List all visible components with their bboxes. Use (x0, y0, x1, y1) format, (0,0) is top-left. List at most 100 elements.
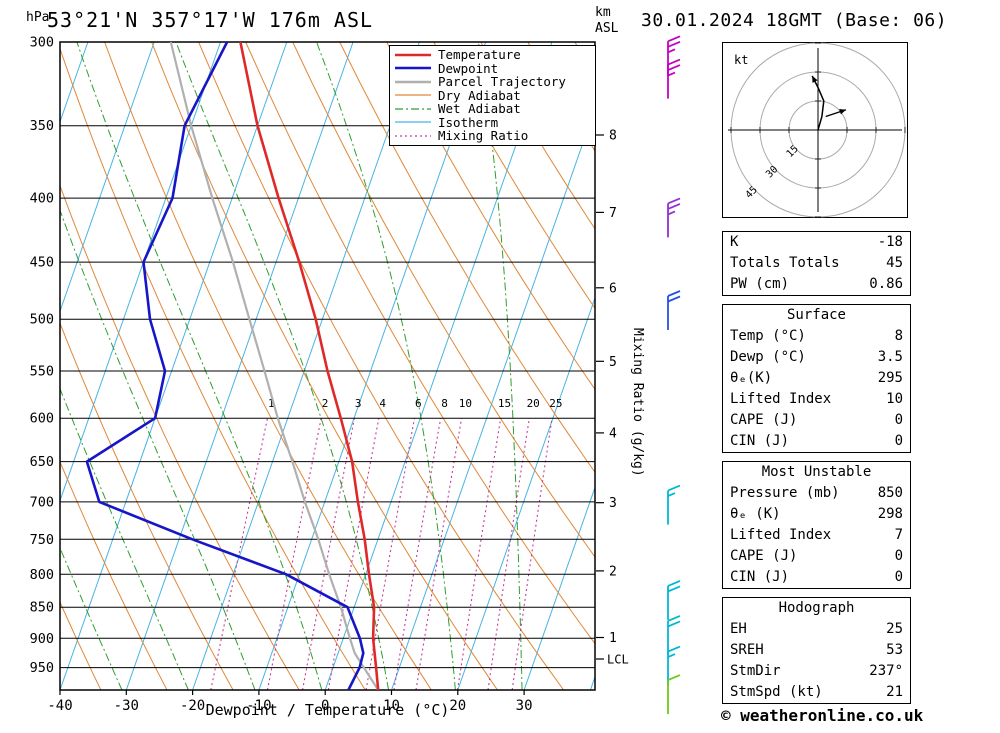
pressure-tick-label: 800 (30, 567, 54, 583)
table-row-value: 21 (886, 684, 903, 700)
table-row-value: 298 (877, 506, 903, 522)
mixing-ratio-line (393, 418, 442, 690)
temp-tick-label: -20 (180, 698, 205, 714)
dry-adiabat-line (339, 42, 595, 474)
table-row-value: 10 (886, 391, 903, 407)
table-row: θₑ(K) 295 (723, 368, 910, 389)
table-row-value: 7 (894, 527, 903, 543)
mixing-ratio-value-label: 20 (527, 397, 540, 410)
legend-item-label: Parcel Trajectory (438, 74, 566, 90)
table-most-unstable: Most Unstable Pressure (mb) 850 θₑ (K) 298 Li… (722, 461, 911, 589)
isotherm-line (60, 42, 221, 503)
dry-adiabat-line (198, 42, 565, 690)
table-row-value: 0 (894, 433, 903, 449)
legend-line-sample (395, 108, 431, 110)
lcl-label: LCL (607, 653, 629, 667)
legend-item-label: Dewpoint (438, 60, 499, 76)
hodograph-trace (811, 75, 825, 131)
skewt-background (0, 42, 595, 690)
legend: Temperature Dewpoint Parcel Trajectory Dry … (389, 45, 596, 146)
table-row: θₑ (K) 298 (723, 504, 910, 525)
legend-item-dry-adiabat: Dry Adiabat (393, 88, 592, 103)
arrowhead (812, 75, 818, 83)
isotherm-line (0, 42, 22, 690)
pressure-tick-label: 850 (30, 600, 54, 616)
table-row-label: Lifted Index (730, 527, 832, 543)
mixing-ratio-line (327, 418, 380, 690)
table-row-value: 8 (894, 328, 903, 344)
table-row-label: Pressure (mb) (730, 485, 840, 501)
dry-adiabat-line (60, 600, 102, 690)
copyright: © weatheronline.co.uk (721, 706, 924, 725)
datetime-label: 30.01.2024 18GMT (Base: 06) (641, 10, 948, 31)
table-row-value: 0 (894, 548, 903, 564)
dry-adiabat-line (60, 321, 234, 690)
legend-line-sample (395, 80, 431, 84)
wet-adiabat-line (175, 42, 390, 690)
table-row: Dewp (°C) 3.5 (723, 347, 910, 368)
dry-adiabat-line (60, 460, 168, 690)
pressure-tick-label: 300 (30, 35, 54, 51)
temperature-line (239, 42, 380, 690)
dry-adiabat-line (60, 47, 366, 690)
mixing-ratio-line (487, 418, 530, 690)
wet-adiabat-line (60, 208, 256, 690)
mixing-ratio-line (266, 418, 322, 690)
temp-tick-label: 30 (516, 698, 533, 714)
table-row-label: StmDir (730, 663, 781, 679)
table-row-label: Dewp (°C) (730, 349, 806, 365)
table-row-label: CIN (J) (730, 433, 790, 449)
pressure-tick-label: 400 (30, 191, 54, 207)
table-row-value: 850 (877, 485, 903, 501)
mixing-ratio-line (210, 418, 269, 690)
table-row: CIN (J) 0 (723, 431, 910, 452)
altitude-axis-title: km ASL (595, 5, 618, 37)
arrowhead (839, 109, 846, 115)
table-row-value: 0 (894, 412, 903, 428)
temp-tick-label: -10 (246, 698, 271, 714)
parcel-trajectory-line (169, 42, 380, 690)
table-row: Pressure (mb) 850 (723, 483, 910, 504)
mixing-ratio-value-label: 3 (355, 397, 362, 410)
wind-barb (667, 580, 681, 620)
table-row-value: 25 (886, 621, 903, 637)
legend-line-sample (395, 66, 431, 70)
pressure-axis-unit: hPa (26, 10, 50, 25)
legend-item-wet-adiabat: Wet Adiabat (393, 101, 592, 116)
table-indices: K -18 Totals Totals 45 PW (cm) 0.86 (722, 231, 911, 296)
table-row: CIN (J) 0 (723, 567, 910, 588)
isotherm-line (60, 42, 288, 690)
hodograph-ring-label: 30 (764, 164, 780, 180)
temp-tick-label: 0 (321, 698, 329, 714)
table-row: SREH 53 (723, 640, 910, 661)
legend-item-temperature: Temperature (393, 47, 592, 63)
isotherm-line (457, 296, 595, 690)
wet-adiabat-line (477, 42, 523, 690)
pressure-tick-label: 650 (30, 454, 54, 470)
dry-adiabat-line (245, 42, 595, 645)
legend-line-sample (395, 121, 431, 123)
legend-item-label: Mixing Ratio (438, 128, 529, 144)
dewpoint-line (85, 42, 365, 690)
table-row-label: θₑ (K) (730, 506, 781, 522)
table-row: Lifted Index 7 (723, 525, 910, 546)
table-row-value: 237° (869, 663, 903, 679)
table-row-label: CAPE (J) (730, 548, 798, 564)
table-header: Hodograph (778, 600, 855, 616)
dry-adiabat-line (104, 42, 432, 690)
table-surface: Surface Temp (°C) 8 Dewp (°C) 3.5 θₑ(K) 295 Lif… (722, 304, 911, 453)
table-row: CAPE (J) 0 (723, 410, 910, 431)
mixing-ratio-value-label: 4 (379, 397, 386, 410)
mixing-ratio-line (456, 418, 502, 690)
pressure-tick-label: 450 (30, 255, 54, 271)
pressure-tick-label: 950 (30, 660, 54, 676)
table-row: Totals Totals 45 (723, 253, 910, 274)
legend-item-isotherm: Isotherm (393, 115, 592, 130)
legend-item-label: Temperature (438, 47, 521, 63)
legend-item-dewpoint: Dewpoint (393, 60, 592, 76)
km-tick-label: 4 (609, 426, 617, 441)
wet-adiabat-line (60, 546, 123, 690)
table-row: PW (cm) 0.86 (723, 274, 910, 295)
mixing-ratio-value-label: 2 (322, 397, 329, 410)
